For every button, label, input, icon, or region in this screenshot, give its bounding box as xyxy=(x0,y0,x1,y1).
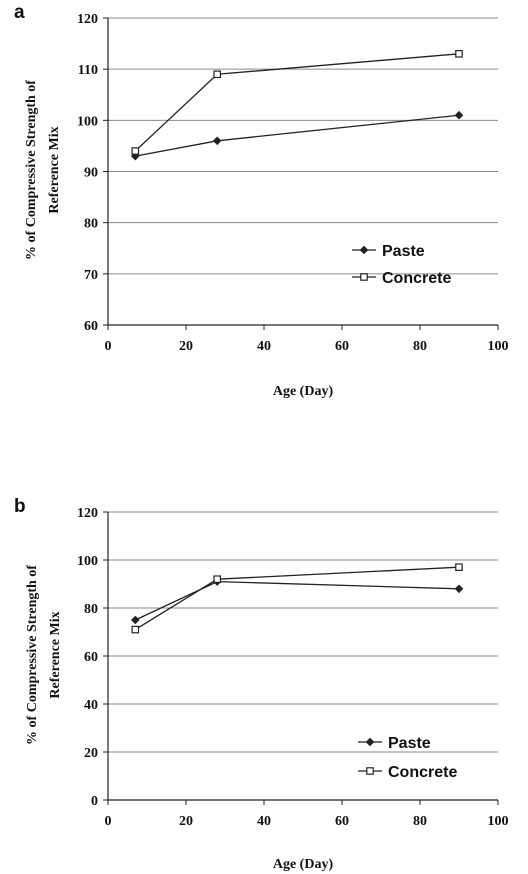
data-point-concrete xyxy=(455,50,463,58)
x-tick-label: 60 xyxy=(335,339,349,354)
x-tick-label: 20 xyxy=(179,814,193,829)
data-point-concrete xyxy=(213,575,222,584)
y-tick-label: 80 xyxy=(84,217,98,232)
legend-marker-diamond xyxy=(365,737,375,747)
y-tick-label: 20 xyxy=(84,746,98,761)
legend: Paste Concrete xyxy=(352,243,451,287)
y-tick-label: 90 xyxy=(84,166,98,181)
legend-marker-square xyxy=(366,767,374,775)
y-axis-title-line1: % of Compressive Strength of xyxy=(24,80,39,260)
x-tick-label: 0 xyxy=(105,339,112,354)
chart-b: b 0 20 40 60 80 100 120 0 20 40 60 80 100 Age (Day) % o… xyxy=(14,496,509,872)
series-line-concrete xyxy=(134,53,460,152)
x-tick-label: 60 xyxy=(335,814,349,829)
x-tick-label: 20 xyxy=(179,339,193,354)
y-tick-label: 60 xyxy=(84,650,98,665)
x-tick-label: 80 xyxy=(413,339,427,354)
x-tick-label: 40 xyxy=(257,339,271,354)
y-tick-label: 0 xyxy=(91,794,98,809)
series-line-paste xyxy=(135,580,460,621)
x-axis-title: Age (Day) xyxy=(273,384,334,399)
x-tick-label: 100 xyxy=(488,339,509,354)
data-point-concrete xyxy=(131,147,140,155)
y-axis-title-line1: % of Compressive Strength of xyxy=(25,565,40,745)
data-point-concrete xyxy=(213,70,222,79)
panel-label: b xyxy=(14,496,26,517)
y-tick-label: 70 xyxy=(84,268,98,283)
y-tick-label: 110 xyxy=(78,63,98,78)
y-tick-label: 60 xyxy=(84,319,98,334)
data-point-paste xyxy=(212,136,222,146)
y-tick-label: 100 xyxy=(77,114,98,129)
data-point-paste xyxy=(454,110,464,120)
legend-label: Concrete xyxy=(382,270,451,287)
x-tick-label: 80 xyxy=(413,814,427,829)
legend-label: Concrete xyxy=(388,764,457,781)
data-point-concrete xyxy=(131,625,140,634)
y-tick-label: 100 xyxy=(77,554,98,569)
x-tick-label: 40 xyxy=(257,814,271,829)
data-point-paste xyxy=(454,584,464,594)
y-tick-label: 40 xyxy=(84,698,98,713)
y-tick-label: 120 xyxy=(77,506,98,521)
x-tick-label: 0 xyxy=(105,814,112,829)
y-tick-label: 80 xyxy=(84,602,98,617)
series-line-paste xyxy=(135,114,460,157)
data-point-paste xyxy=(130,615,140,625)
x-axis-title: Age (Day) xyxy=(273,857,334,872)
legend-marker-diamond xyxy=(359,245,369,255)
y-axis-title-line2: Reference Mix xyxy=(48,611,63,698)
chart-a: a 60 70 80 90 100 110 120 0 20 40 60 80 100 Age (Day)%… xyxy=(14,2,509,399)
data-point-concrete xyxy=(455,563,463,572)
panel-label: a xyxy=(14,2,25,23)
y-tick-label: 120 xyxy=(77,12,98,27)
series-line-concrete xyxy=(134,566,460,631)
legend-label: Paste xyxy=(382,243,425,260)
x-tick-label: 100 xyxy=(488,814,509,829)
legend-marker-square xyxy=(360,273,368,281)
y-axis-title-line2: Reference Mix xyxy=(47,126,62,213)
legend-label: Paste xyxy=(388,735,431,752)
legend: Paste Concrete xyxy=(358,735,457,781)
